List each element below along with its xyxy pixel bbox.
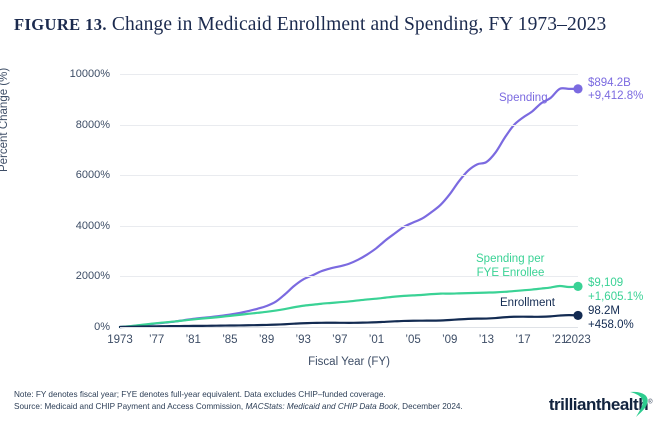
series-endpoint-dot <box>573 310 583 321</box>
footnote-note: Note: FY denotes fiscal year; FYE denote… <box>14 390 386 399</box>
x-axis-tick-label: 2023 <box>565 334 591 346</box>
y-axis-tick-label: 8000% <box>75 118 110 131</box>
series-line <box>118 314 580 329</box>
brand-logo: trillianthealth® <box>548 391 652 418</box>
y-axis-tick-label: 4000% <box>75 219 110 232</box>
spending-value: $894.2B <box>588 76 631 89</box>
gridline <box>120 225 578 227</box>
x-axis-tick-label: ’85 <box>222 334 238 346</box>
page-title: FIGURE 13. Change in Medicaid Enrollment… <box>14 14 606 36</box>
logo-wordmark: trillianthealth® <box>548 391 652 417</box>
logo-trademark: ® <box>648 399 652 406</box>
series-endpoint-dot <box>573 281 583 291</box>
series-line <box>118 284 580 329</box>
x-axis-ticks: 1973 ’77 ’81 ’85 ’89 ’93 ’97 ’01 ’05 ’09 ’13 ’17 ’21… <box>107 334 591 352</box>
footnote: Note: FY denotes fiscal year; FYE denote… <box>14 389 463 412</box>
figure-title-text: Change in Medicaid Enrollment and Spendi… <box>111 14 607 35</box>
y-axis-tick-label: 0% <box>94 321 110 333</box>
y-axis-tick-label: 10000% <box>69 68 110 80</box>
enrollment-change: +458.0% <box>588 318 634 331</box>
x-axis-tick-label: ’05 <box>405 334 421 346</box>
x-axis-tick-label: ’17 <box>515 334 531 346</box>
per-enrollee-label-line2: FYE Enrollee <box>476 266 545 279</box>
x-axis-tick-label: ’89 <box>258 334 275 346</box>
x-axis-tick-label: ’97 <box>332 334 348 346</box>
x-axis-tick-label: ’09 <box>442 334 458 346</box>
series-label-spending-per-enrollee: Spending per FYE Enrollee <box>476 253 544 280</box>
x-axis-tick-label: ’01 <box>368 334 385 346</box>
x-axis-tick-label: 1973 <box>107 334 133 346</box>
y-axis-title: Percent Change (%) <box>0 67 10 172</box>
x-axis-tick-label: ’13 <box>478 334 495 346</box>
enrollment-value: 98.2M <box>588 305 620 318</box>
series-lines <box>118 84 583 329</box>
gridline <box>120 276 578 278</box>
x-axis-tick-label: ’21 <box>551 334 568 346</box>
gridline <box>120 124 578 126</box>
source-title: MACStats: Medicaid and CHIP Data Book <box>245 401 398 411</box>
y-axis-tick-label: 2000% <box>75 270 110 283</box>
figure-number: FIGURE 13. <box>14 15 107 34</box>
source-suffix: , December 2024. <box>397 401 463 411</box>
gridline <box>120 175 578 177</box>
logo-text-health: health <box>601 395 649 414</box>
per-enrollee-label-line1: Spending per <box>476 253 545 266</box>
source-prefix: Source: Medicaid and CHIP Payment and Ac… <box>14 401 246 411</box>
series-label-spending: Spending <box>499 91 548 104</box>
x-axis-tick-label: ’77 <box>148 334 165 346</box>
spending-change: +9,412.8% <box>588 90 644 103</box>
series-endpoint-enrollment: 98.2M +458.0% <box>588 305 634 332</box>
y-axis-tick-label: 6000% <box>75 169 110 182</box>
gridline <box>120 327 578 328</box>
series-label-enrollment: Enrollment <box>500 297 555 310</box>
x-axis-tick-label: ’93 <box>295 334 311 346</box>
logo-text-trilliant: trilliant <box>548 395 602 414</box>
per-enrollee-value: $9,109 <box>588 277 624 290</box>
series-endpoint-spending: $894.2B +9,412.8% <box>588 77 643 104</box>
x-axis-title: Fiscal Year (FY) <box>308 356 390 368</box>
chart-container: Percent Change (%) 0% 2000% 4000% 6000% 8000… <box>0 52 668 372</box>
per-enrollee-change: +1,605.1% <box>588 290 644 303</box>
x-axis-tick-label: ’81 <box>185 334 201 346</box>
gridline <box>120 74 578 75</box>
series-endpoint-spending-per-enrollee: $9,109 +1,605.1% <box>588 277 643 304</box>
swoosh-icon <box>629 391 648 417</box>
footnote-source: Source: Medicaid and CHIP Payment and Ac… <box>14 401 463 413</box>
plot-area: 0% 2000% 4000% 6000% 8000% 10000% <box>70 68 583 333</box>
series-endpoint-dot <box>573 84 583 94</box>
